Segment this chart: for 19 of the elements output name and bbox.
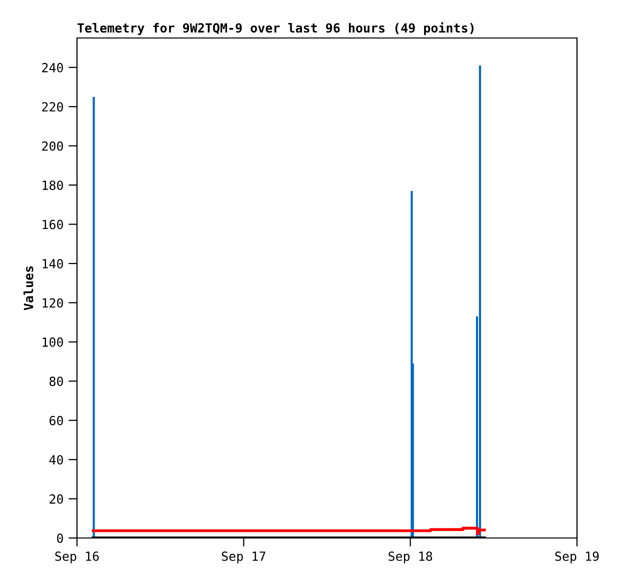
y-tick-label: 120 xyxy=(42,298,63,308)
x-tick-label: Sep 18 xyxy=(388,551,432,564)
y-tick-label: 0 xyxy=(57,534,63,543)
y-tick-label: 180 xyxy=(42,180,63,190)
y-tick-label: 100 xyxy=(42,337,63,347)
x-tick-label: Sep 19 xyxy=(555,551,599,564)
chart-title: Telemetry for 9W2TQM-9 over last 96 hours (49 points) xyxy=(78,22,474,36)
y-tick-label: 220 xyxy=(42,102,63,112)
y-tick-label: 140 xyxy=(42,258,63,268)
y-tick-label: 160 xyxy=(42,220,63,230)
y-axis-title: Values xyxy=(24,266,34,310)
y-tick-label: 40 xyxy=(49,455,63,465)
y-tick-label: 20 xyxy=(50,494,63,504)
x-tick-label: Sep 17 xyxy=(222,551,266,564)
y-tick-label: 80 xyxy=(50,376,63,386)
y-tick-label: 60 xyxy=(50,416,63,426)
y-tick-label: 240 xyxy=(42,62,63,72)
x-tick-label: Sep 16 xyxy=(55,551,99,564)
y-tick-label: 200 xyxy=(42,141,63,151)
